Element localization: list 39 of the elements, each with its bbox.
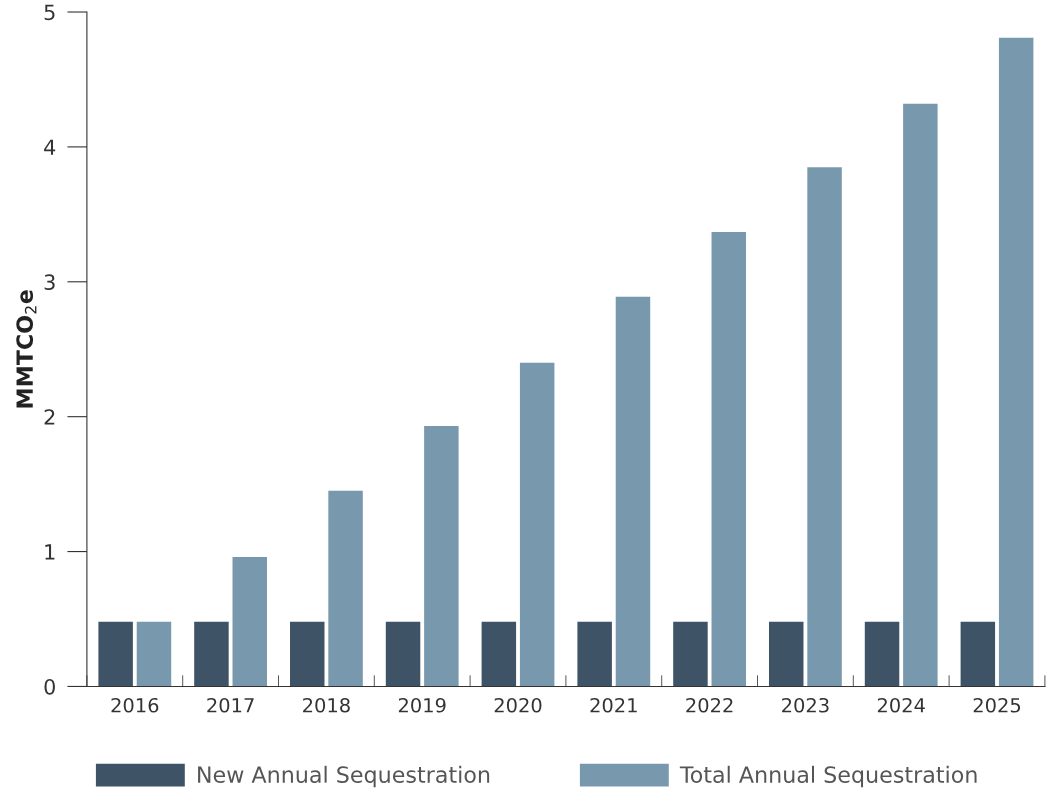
bar	[807, 167, 842, 687]
bar	[864, 621, 900, 687]
bar	[385, 621, 421, 687]
bar	[577, 621, 612, 687]
y-tick-label: 1	[45, 544, 55, 560]
x-tick-label: 2022	[686, 697, 733, 713]
x-tick-label: 2021	[590, 697, 637, 713]
x-tick-label: 2024	[877, 697, 925, 713]
bar	[711, 231, 747, 687]
y-tick-label: 5	[44, 4, 55, 21]
x-tick-label: 2019	[398, 697, 446, 713]
y-tick-label: 2	[44, 409, 55, 425]
bar	[960, 621, 996, 687]
y-tick-label: 3	[44, 274, 55, 290]
bar	[328, 490, 363, 687]
bar	[519, 362, 555, 687]
x-tick-label: 2020	[494, 697, 542, 713]
x-tick-label: 2016	[111, 697, 159, 713]
y-axis-title: MMTCO$_{2}$e	[16, 290, 37, 408]
bar	[290, 621, 325, 687]
x-tick-label: 2025	[973, 697, 1021, 713]
x-tick-label: 2018	[303, 697, 350, 713]
y-tick-label: 4	[44, 139, 56, 155]
bar	[769, 621, 804, 687]
bar	[194, 621, 229, 687]
bar	[98, 621, 133, 687]
bar	[232, 556, 268, 687]
bar	[615, 296, 651, 687]
legend-label: Total Annual Sequestration	[679, 765, 977, 788]
bar	[903, 103, 938, 687]
bar	[136, 621, 172, 687]
bar	[673, 621, 708, 687]
x-tick-label: 2023	[782, 697, 829, 713]
legend-label: New Annual Sequestration	[198, 765, 490, 788]
bar	[424, 426, 459, 687]
bar	[998, 37, 1034, 687]
bar	[481, 621, 517, 687]
y-tick-label: 0	[44, 678, 55, 695]
x-tick-label: 2017	[207, 697, 254, 713]
